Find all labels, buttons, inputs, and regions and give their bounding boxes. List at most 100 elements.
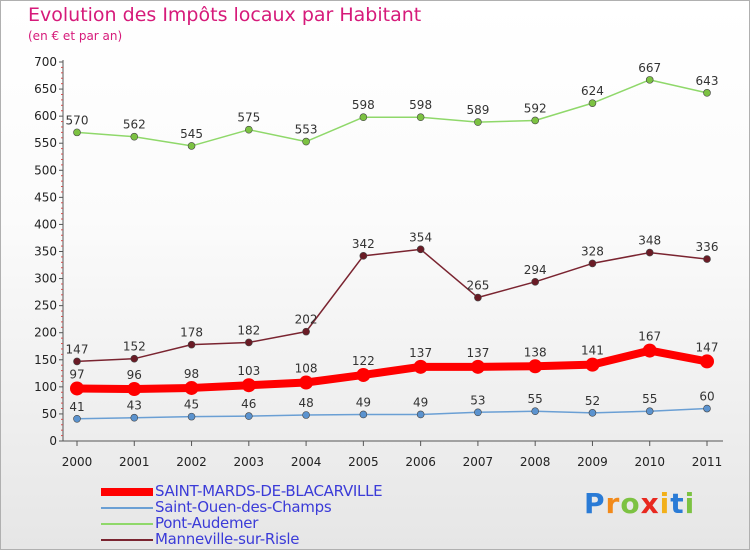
x-tick-label: 2003 <box>234 455 265 469</box>
data-point <box>73 128 81 137</box>
y-tick-label: 700 <box>34 55 57 69</box>
data-point <box>474 408 482 417</box>
legend-swatch <box>101 523 153 525</box>
y-tick-label: 200 <box>34 326 57 340</box>
data-label: 137 <box>466 346 489 360</box>
data-point <box>187 412 196 421</box>
data-label: 202 <box>295 313 318 327</box>
data-point <box>528 359 543 374</box>
data-point <box>356 367 371 382</box>
data-label: 294 <box>524 263 547 277</box>
data-label: 122 <box>352 354 375 368</box>
x-tick-label: 2008 <box>520 455 551 469</box>
series-line <box>76 346 708 394</box>
data-label: 49 <box>356 395 371 409</box>
data-label: 41 <box>69 400 84 414</box>
data-label: 570 <box>66 113 89 127</box>
y-tick-label: 500 <box>34 163 57 177</box>
proxiti-logo: Proxiti <box>584 487 695 520</box>
data-label: 624 <box>581 84 604 98</box>
logo-letter: P <box>584 487 606 520</box>
data-point <box>130 132 139 141</box>
x-tick-label: 2006 <box>405 455 436 469</box>
data-point <box>413 359 428 374</box>
series-line <box>76 407 708 420</box>
data-label: 147 <box>696 340 719 354</box>
data-point <box>299 375 314 390</box>
data-point <box>127 382 142 397</box>
y-tick-label: 350 <box>34 245 57 259</box>
data-point <box>642 343 657 358</box>
data-label: 348 <box>638 234 661 248</box>
data-label: 182 <box>237 323 260 337</box>
data-label: 137 <box>409 346 432 360</box>
data-label: 598 <box>352 98 375 112</box>
data-point <box>130 354 139 363</box>
data-point <box>703 404 711 413</box>
y-tick-label: 100 <box>34 380 57 394</box>
data-point <box>700 354 714 369</box>
data-label: 141 <box>581 344 604 358</box>
data-label: 589 <box>466 103 489 117</box>
data-label: 49 <box>413 395 428 409</box>
y-tick-label: 0 <box>49 434 57 448</box>
data-point <box>245 338 253 347</box>
data-label: 598 <box>409 98 432 112</box>
data-point <box>474 118 482 126</box>
x-tick-label: 2005 <box>348 455 379 469</box>
x-tick-label: 2002 <box>176 455 207 469</box>
data-point <box>531 278 539 286</box>
data-label: 96 <box>127 368 142 382</box>
y-tick-label: 250 <box>34 299 57 313</box>
series-line <box>76 79 708 147</box>
x-tick-label: 2000 <box>62 455 93 469</box>
data-point <box>531 116 539 125</box>
data-point <box>416 245 425 254</box>
data-label: 545 <box>180 127 203 141</box>
data-label: 45 <box>184 398 199 412</box>
y-tick-label: 450 <box>34 190 57 204</box>
data-point <box>416 410 425 419</box>
data-label: 60 <box>699 390 714 404</box>
legend-label: SAINT-MARDS-DE-BLACARVILLE <box>155 482 383 500</box>
data-point <box>588 259 597 268</box>
x-tick-label: 2010 <box>634 455 665 469</box>
legend-label: Manneville-sur-Risle <box>155 530 300 548</box>
data-label: 108 <box>295 362 318 376</box>
data-point <box>588 99 597 107</box>
data-label: 265 <box>466 279 489 293</box>
chart-title: Evolution des Impôts locaux par Habitant <box>28 4 422 26</box>
data-label: 43 <box>127 399 142 413</box>
data-label: 138 <box>524 345 547 359</box>
data-label: 48 <box>298 396 313 410</box>
y-tick-label: 550 <box>34 136 57 150</box>
series-1 <box>70 343 714 397</box>
legend-swatch <box>101 507 153 509</box>
x-tick-label: 2004 <box>291 455 322 469</box>
x-tick-label: 2007 <box>463 455 494 469</box>
data-point <box>531 407 539 416</box>
data-point <box>187 142 196 150</box>
y-tick-label: 600 <box>34 109 57 123</box>
series-2 <box>73 404 711 423</box>
line-chart: 0 50 100 150 200 250 300 350 400 450 500 550 600 650 7… <box>34 55 723 469</box>
data-label: 178 <box>180 326 203 340</box>
data-label: 103 <box>237 364 260 378</box>
data-point <box>416 113 425 122</box>
data-point <box>703 255 711 263</box>
data-label-layer: 570 562 545 575 553 598 598 589 592 624 667 643 147 1… <box>66 61 719 414</box>
data-point <box>359 410 368 419</box>
data-point <box>302 137 310 146</box>
data-point <box>245 412 253 420</box>
data-point <box>73 357 81 366</box>
chart-axes: 0 50 100 150 200 250 300 350 400 450 500 550 600 650 7… <box>34 55 723 469</box>
series-line <box>76 248 708 363</box>
legend-label: Saint-Ouen-des-Champs <box>155 498 332 516</box>
data-point <box>187 340 196 349</box>
data-label: 55 <box>528 392 543 406</box>
data-point <box>359 113 368 122</box>
chart-subtitle: (en € et par an) <box>28 29 123 43</box>
data-point <box>241 378 256 393</box>
data-point <box>70 381 84 396</box>
